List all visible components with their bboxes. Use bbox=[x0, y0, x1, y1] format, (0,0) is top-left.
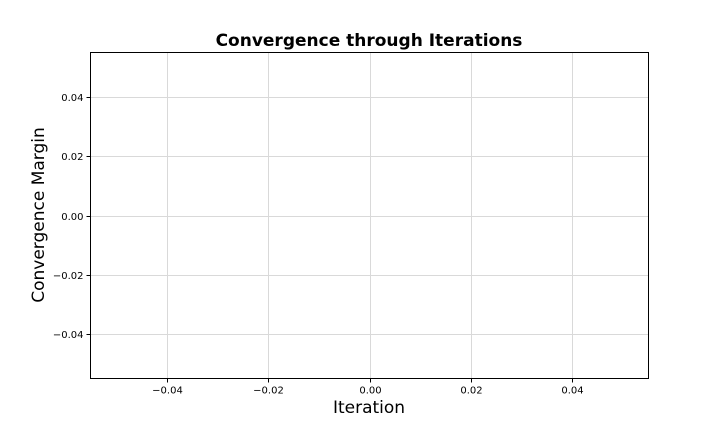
grid-layer bbox=[90, 52, 649, 379]
x-tick-label: 0.04 bbox=[561, 386, 583, 397]
chart-title: Convergence through Iterations bbox=[216, 31, 523, 51]
x-tick-label: −0.02 bbox=[253, 386, 284, 397]
y-axis: −0.04 −0.02 0.00 0.02 0.04 bbox=[53, 93, 91, 341]
y-tick-label: −0.02 bbox=[53, 271, 84, 282]
plot-area-frame bbox=[90, 52, 649, 379]
y-axis-label: Convergence Margin bbox=[29, 127, 49, 303]
x-tick-label: 0.02 bbox=[460, 386, 482, 397]
y-tick-label: 0.00 bbox=[61, 212, 83, 223]
x-axis: −0.04 −0.02 0.00 0.02 0.04 bbox=[152, 378, 584, 397]
y-tick-label: 0.02 bbox=[61, 152, 83, 163]
x-tick-label: 0.00 bbox=[359, 386, 381, 397]
x-axis-label: Iteration bbox=[333, 398, 405, 418]
y-tick-label: −0.04 bbox=[53, 330, 84, 341]
y-tick-label: 0.04 bbox=[61, 93, 83, 104]
x-tick-label: −0.04 bbox=[152, 386, 183, 397]
